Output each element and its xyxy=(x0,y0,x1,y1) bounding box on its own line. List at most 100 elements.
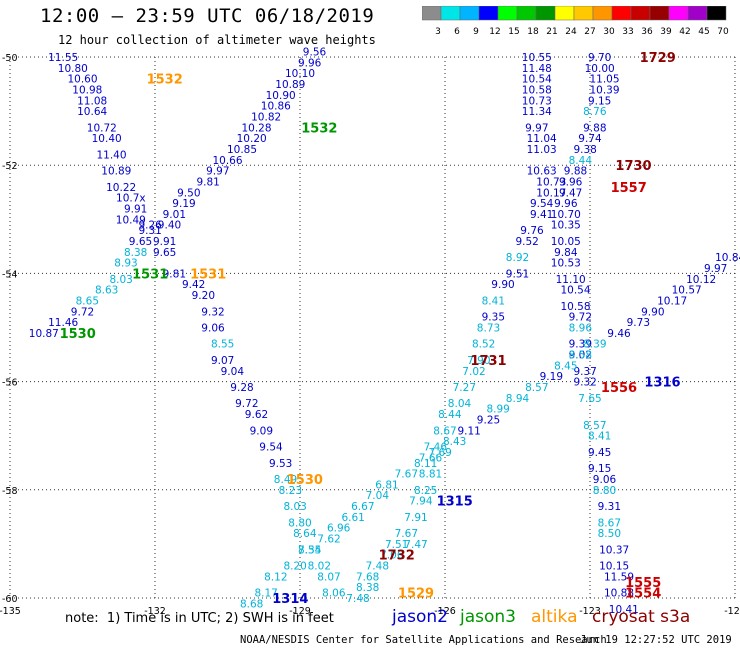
wave-height-value: 11.10 xyxy=(556,274,586,286)
wave-height-value: 8.03 xyxy=(109,274,132,286)
color-scale-label: 27 xyxy=(584,27,595,37)
wave-height-value: 9.65 xyxy=(129,236,152,248)
wave-height-value: 9.11 xyxy=(457,425,480,437)
wave-height-value: 7.04 xyxy=(366,490,390,502)
pass-time-label: 1557 xyxy=(611,181,647,196)
wave-height-value: 7.90 xyxy=(467,355,490,367)
color-scale-label: 36 xyxy=(641,27,653,37)
wave-height-value: 7.69 xyxy=(428,447,451,459)
wave-height-value: 11.40 xyxy=(96,149,126,161)
wave-height-value: 7.02 xyxy=(462,366,485,378)
wave-height-value: 10.88 xyxy=(604,588,634,600)
wave-height-value: 11.46 xyxy=(48,317,78,329)
y-tick-label: -52 xyxy=(2,161,18,172)
wave-height-value: 11.55 xyxy=(48,52,78,64)
wave-height-value: 9.06 xyxy=(593,474,617,486)
pass-time-label: 1729 xyxy=(640,51,676,66)
wave-height-value: 8.81 xyxy=(419,469,442,481)
wave-height-value: 7.67 xyxy=(395,469,418,481)
wave-height-value: 10.35 xyxy=(551,220,581,232)
wave-height-value: 8.52 xyxy=(472,339,495,351)
wave-height-value: 9.91 xyxy=(124,203,147,215)
page-title: 12:00 — 23:59 UTC 06/18/2019 xyxy=(40,5,375,27)
wave-height-value: 9.32 xyxy=(201,306,224,318)
wave-height-value: 8.39 xyxy=(583,339,606,351)
color-scale-label: 15 xyxy=(508,27,519,37)
wave-height-value: 9.38 xyxy=(573,144,596,156)
wave-height-value: 9.97 xyxy=(704,263,727,275)
wave-height-value: 10.63 xyxy=(527,166,557,178)
wave-height-value: 8.50 xyxy=(598,528,621,540)
wave-height-value: 9.88 xyxy=(564,166,587,178)
wave-height-value: 8.68 xyxy=(240,598,263,610)
y-tick-label: -58 xyxy=(2,486,18,497)
color-scale-label: 18 xyxy=(527,27,539,37)
pass-time-label: 1732 xyxy=(379,549,415,564)
wave-height-value: 8.07 xyxy=(317,571,340,583)
wave-height-value: 8.25 xyxy=(414,485,437,497)
wave-height-value: 10.84 xyxy=(715,252,740,264)
pass-time-label: 1529 xyxy=(398,587,434,602)
wave-height-value: 9.74 xyxy=(578,133,602,145)
wave-height-value: 9.96 xyxy=(298,57,322,69)
wave-height-value: 8.65 xyxy=(76,295,99,307)
color-scale-label: 45 xyxy=(698,27,709,37)
wave-height-value: 8.44 xyxy=(438,409,462,421)
y-tick-label: -56 xyxy=(2,378,18,389)
wave-height-value: 10.17 xyxy=(536,187,566,199)
wave-height-value: 10.70 xyxy=(551,209,581,221)
wave-height-value: 11.34 xyxy=(522,106,552,118)
wave-height-value: 7.46 xyxy=(424,442,448,454)
wave-height-value: 10.54 xyxy=(522,74,552,86)
wave-height-value: 10.85 xyxy=(227,144,257,156)
wave-height-value: 8.55 xyxy=(211,339,234,351)
wave-height-value: 7.48 xyxy=(366,561,389,573)
x-tick-label: -132 xyxy=(144,606,166,617)
track-jason3-1530-1532: 10.8711.469.728.658.638.038.938.389.659.… xyxy=(29,47,327,340)
wave-height-value: 8.23 xyxy=(279,485,302,497)
wave-height-value: 7.27 xyxy=(453,382,476,394)
wave-height-value: 9.70 xyxy=(588,52,611,64)
wave-height-value: 10.58 xyxy=(522,84,552,96)
legend-cryosat-s3a: cryosat s3a xyxy=(592,607,691,627)
wave-height-value: 9.41 xyxy=(530,209,553,221)
color-scale-label: 33 xyxy=(622,27,633,37)
wave-height-value: 9.72 xyxy=(71,306,94,318)
wave-height-value: 9.25 xyxy=(477,414,500,426)
wave-height-value: 10.10 xyxy=(285,68,315,80)
wave-height-value: 11.08 xyxy=(77,95,107,107)
wave-height-value: 7.47 xyxy=(404,539,427,551)
color-scale-label: 42 xyxy=(679,27,690,37)
wave-height-value: 8.67 xyxy=(433,425,456,437)
wave-height-value: 10.55 xyxy=(522,52,552,64)
pass-time-label: 1532 xyxy=(147,73,183,88)
wave-height-value: 6.67 xyxy=(351,501,374,513)
wave-height-value: 8.57 xyxy=(583,420,606,432)
wave-height-value: 7.34 xyxy=(298,544,322,556)
color-scale-label: 39 xyxy=(660,27,672,37)
wave-height-value: 9.52 xyxy=(515,236,538,248)
wave-height-value: 8.96 xyxy=(569,323,593,335)
pass-time-label: 1531 xyxy=(190,267,226,282)
color-scale-label: 6 xyxy=(454,27,460,37)
wave-height-value: 8.11 xyxy=(414,458,437,470)
wave-height-value: 10.80 xyxy=(58,63,88,75)
wave-height-value: 10.73 xyxy=(522,95,552,107)
wave-height-value: 9.07 xyxy=(211,355,234,367)
track-cryosat-1729-1730: 9.7010.0011.0510.399.158.769.889.749.388… xyxy=(551,52,639,616)
pass-time-label: 1555 xyxy=(625,576,661,591)
wave-height-value: 7.06 xyxy=(380,550,404,562)
wave-height-value: 10.57 xyxy=(672,285,702,297)
wave-height-value: 7.66 xyxy=(419,452,443,464)
wave-height-value: 9.40 xyxy=(158,220,181,232)
wave-height-value: 10.49 xyxy=(116,214,146,226)
y-tick-label: -60 xyxy=(2,594,18,605)
wave-height-value: 8.41 xyxy=(482,295,505,307)
x-tick-label: -120 xyxy=(724,606,740,617)
wave-height-value: 9.39 xyxy=(569,339,592,351)
pass-time-label: 1532 xyxy=(301,121,337,136)
pass-time-labels: 1532 1532 1531 1531 1530 1530 1529 1314 1315 1316… xyxy=(60,51,681,607)
wave-height-value: 10.89 xyxy=(101,166,131,178)
wave-height-value: 9.81 xyxy=(196,176,219,188)
